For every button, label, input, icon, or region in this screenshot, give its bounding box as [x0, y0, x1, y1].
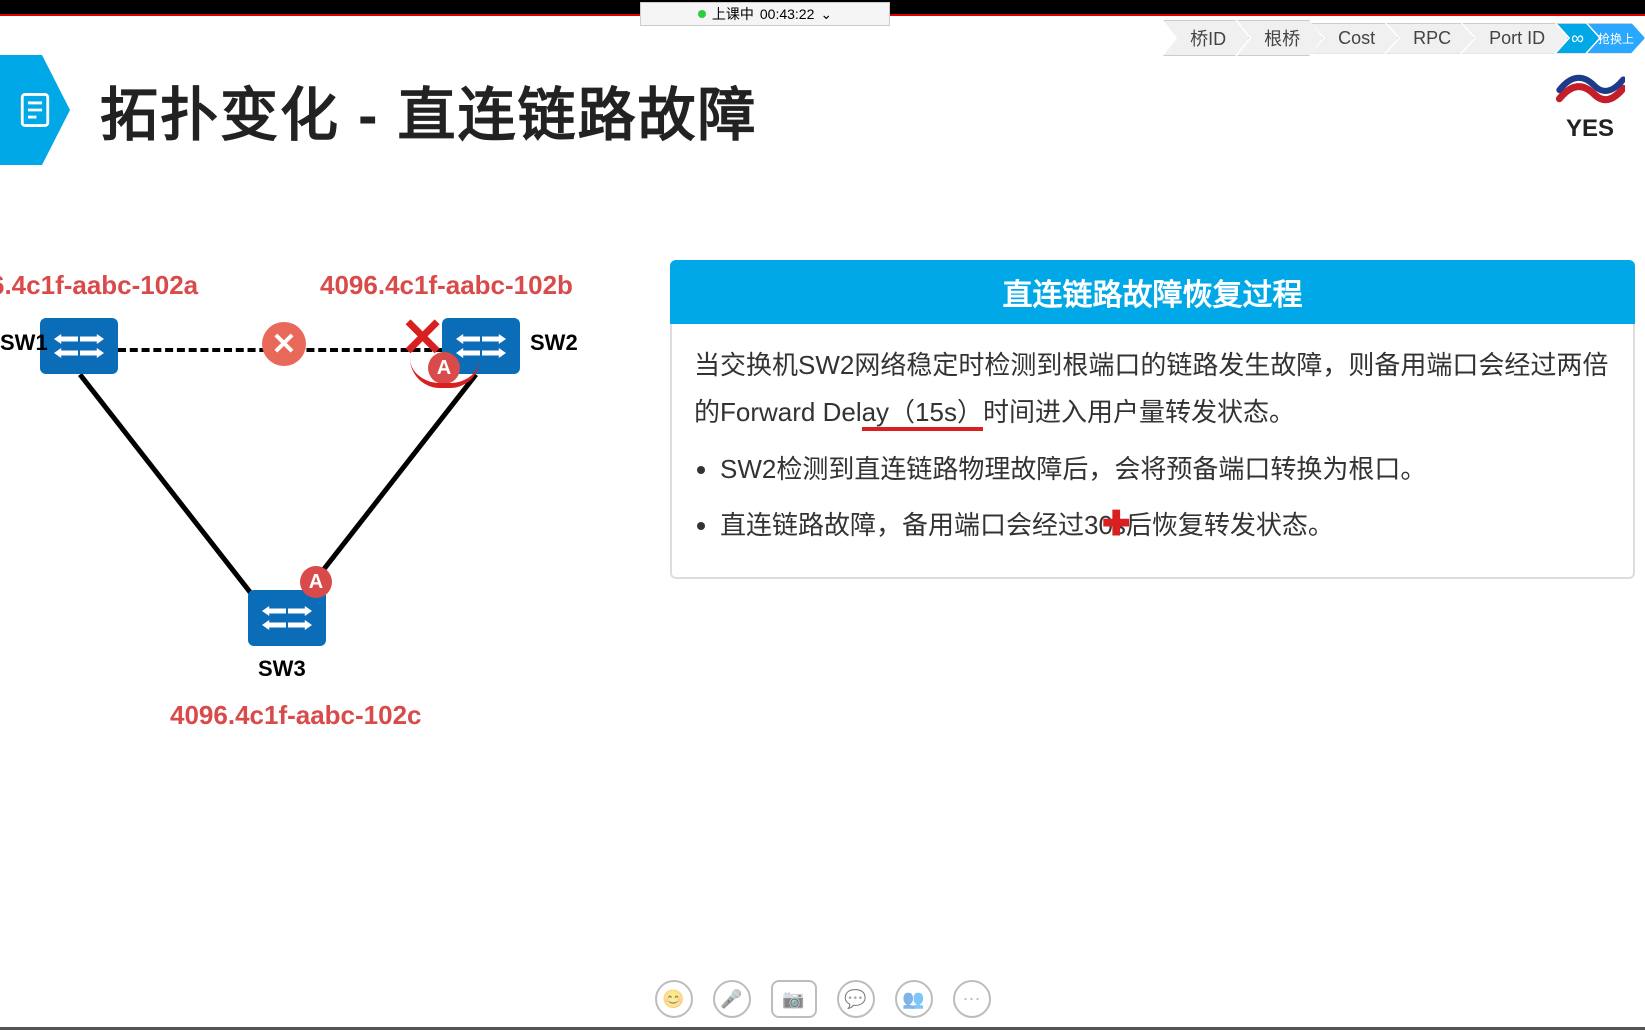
panel-bullets: SW2检测到直连链路物理故障后，会将预备端口转换为根口。 直连链路故障，备用端口…: [720, 446, 1611, 550]
wave-icon: [1555, 70, 1625, 110]
chat-button[interactable]: 💬: [837, 980, 875, 1018]
timer-status: 上课中: [712, 4, 754, 24]
breadcrumb-bar: 桥ID 根桥 Cost RPC Port ID ∞ 抢换上: [1163, 20, 1645, 56]
page-title: 拓扑变化 - 直连链路故障: [100, 68, 758, 152]
sw3-label: SW3: [258, 656, 306, 682]
brand-logo: YES: [1555, 70, 1625, 143]
mic-button[interactable]: 🎤: [713, 980, 751, 1018]
bullet-2: 直连链路故障，备用端口会经过30s后恢复转发状态。: [720, 502, 1611, 549]
session-timer[interactable]: 上课中 00:43:22 ⌄: [640, 2, 890, 26]
info-panel: 直连链路故障恢复过程 当交换机SW2网络稳定时检测到根端口的链路发生故障，则备用…: [670, 260, 1635, 579]
panel-body: 当交换机SW2网络稳定时检测到根端口的链路发生故障，则备用端口会经过两倍的For…: [670, 324, 1635, 579]
title-block: 拓扑变化 - 直连链路故障: [0, 55, 758, 165]
para-underlined: ay（15s）: [862, 397, 983, 431]
red-cross-icon: ✚: [1102, 494, 1131, 555]
sw1-label: SW1: [0, 330, 48, 356]
hex-icon: [0, 55, 70, 165]
timer-elapsed: 00:43:22: [760, 6, 815, 22]
status-dot-icon: [698, 10, 706, 18]
panel-paragraph: 当交换机SW2网络稳定时检测到根端口的链路发生故障，则备用端口会经过两倍的For…: [694, 342, 1611, 436]
port-badge-sw3: A: [300, 566, 332, 598]
crumb-cost[interactable]: Cost: [1311, 23, 1398, 54]
link-sw1-sw3: [78, 373, 273, 620]
panel-header: 直连链路故障恢复过程: [670, 260, 1635, 324]
sw1-mac: 6.4c1f-aabc-102a: [0, 270, 198, 301]
bullet-1: SW2检测到直连链路物理故障后，会将预备端口转换为根口。: [720, 446, 1611, 493]
participants-button[interactable]: 👥: [895, 980, 933, 1018]
brand-text: YES: [1555, 115, 1625, 143]
para-tail: 时间进入用户量转发状态。: [983, 397, 1295, 427]
switch-sw3: [248, 590, 326, 646]
switch-sw1: [40, 318, 118, 374]
call-controls: 😊 🎤 📷 💬 👥 ⋯: [655, 980, 991, 1018]
crumb-root-bridge[interactable]: 根桥: [1237, 20, 1323, 56]
crumb-bridge-id[interactable]: 桥ID: [1163, 20, 1249, 56]
topology-diagram: 6.4c1f-aabc-102a SW1 4096.4c1f-aabc-102b…: [0, 260, 640, 780]
timer-caret-icon: ⌄: [820, 6, 832, 23]
emoji-button[interactable]: 😊: [655, 980, 693, 1018]
camera-button[interactable]: 📷: [771, 980, 817, 1018]
sw3-mac: 4096.4c1f-aabc-102c: [170, 700, 422, 731]
more-button[interactable]: ⋯: [953, 980, 991, 1018]
crumb-port-id[interactable]: Port ID: [1462, 23, 1568, 54]
failure-marker-1: ✕: [262, 322, 306, 366]
sw2-mac: 4096.4c1f-aabc-102b: [320, 270, 573, 301]
sw2-label: SW2: [530, 330, 578, 356]
crumb-rpc[interactable]: RPC: [1386, 23, 1474, 54]
